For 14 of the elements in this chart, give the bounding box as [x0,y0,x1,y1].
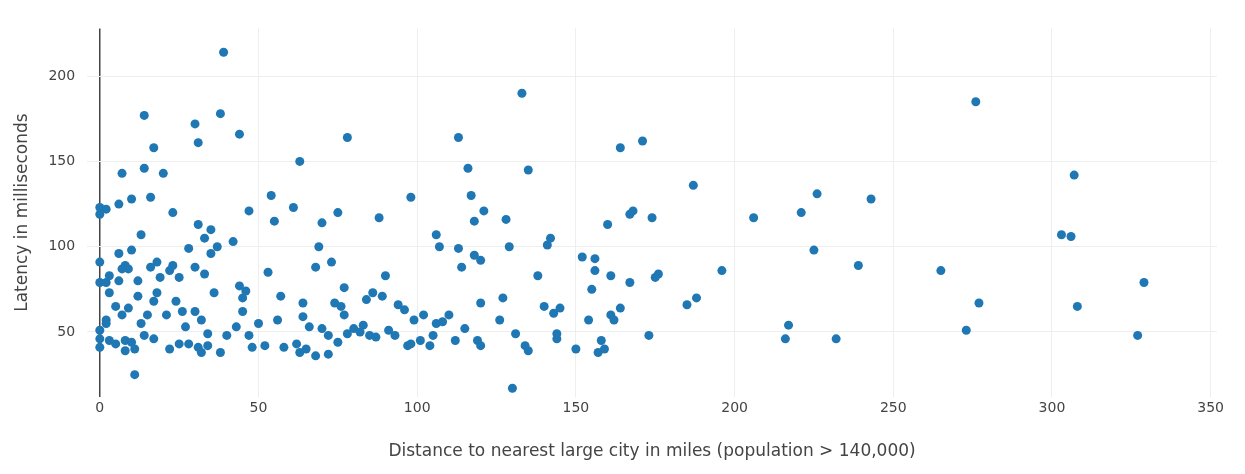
y-tick-label: 200 [48,66,76,83]
y-tick-label: 50 [57,322,76,339]
x-tick-label: 300 [1038,398,1066,415]
x-tick-label: 50 [249,398,268,415]
x-tick-label: 350 [1197,398,1225,415]
x-tick-label: 0 [95,398,105,415]
x-tick-label: 150 [562,398,590,415]
x-tick-label: 250 [879,398,907,415]
x-tick-label: 200 [721,398,748,415]
x-axis-title: Distance to nearest large city in miles (population > 140,000) [388,440,916,461]
y-axis-title: Latency in milliseconds [10,113,31,312]
x-tick-label: 100 [403,398,431,415]
y-tick-label: 150 [48,152,76,169]
y-tick-label: 100 [48,237,76,254]
